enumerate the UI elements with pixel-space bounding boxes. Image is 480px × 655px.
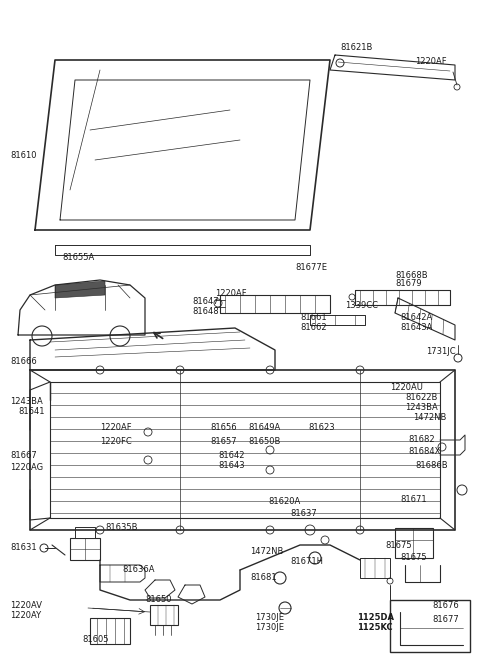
Text: 81677E: 81677E <box>295 263 327 272</box>
Text: 1243BA: 1243BA <box>10 398 43 407</box>
Text: 81643: 81643 <box>218 462 245 470</box>
Text: 81642: 81642 <box>218 451 244 460</box>
Text: 1220AF: 1220AF <box>415 58 446 67</box>
Text: 81620A: 81620A <box>268 498 300 506</box>
Text: 1339CC: 1339CC <box>345 301 378 310</box>
Text: 1472NB: 1472NB <box>413 413 446 422</box>
Text: 81622B: 81622B <box>405 394 437 403</box>
Text: 81649A: 81649A <box>248 424 280 432</box>
Text: 81677: 81677 <box>432 616 459 624</box>
Text: 1220AY: 1220AY <box>10 612 41 620</box>
Text: 1220AF: 1220AF <box>100 424 132 432</box>
Text: 81684X: 81684X <box>408 447 440 457</box>
Text: 81668B: 81668B <box>395 271 428 280</box>
Text: 81648: 81648 <box>192 307 218 316</box>
Text: 81681: 81681 <box>250 574 276 582</box>
Text: 81667: 81667 <box>10 451 37 460</box>
Text: 1125DA: 1125DA <box>357 614 394 622</box>
Text: 81637: 81637 <box>290 510 317 519</box>
Text: 81647: 81647 <box>192 297 218 307</box>
Polygon shape <box>55 281 105 298</box>
Text: 81641: 81641 <box>18 407 45 417</box>
Text: 81671: 81671 <box>400 495 427 504</box>
Text: 1243BA: 1243BA <box>405 403 438 413</box>
Text: 81635B: 81635B <box>105 523 137 533</box>
Text: 81636A: 81636A <box>122 565 155 574</box>
Text: 1220AG: 1220AG <box>10 464 43 472</box>
Text: 1730JE: 1730JE <box>255 624 284 633</box>
Bar <box>90 618 130 644</box>
Text: 81643A: 81643A <box>400 324 432 333</box>
Text: 1472NB: 1472NB <box>250 548 283 557</box>
Text: 81671H: 81671H <box>290 557 323 567</box>
Bar <box>70 538 100 560</box>
Text: 81621B: 81621B <box>340 43 372 52</box>
Text: 81631: 81631 <box>10 544 36 553</box>
Text: 81675: 81675 <box>385 540 412 550</box>
Text: 81662: 81662 <box>300 322 326 331</box>
Text: 81661: 81661 <box>300 312 326 322</box>
Text: 81675: 81675 <box>400 553 427 563</box>
Text: 81676: 81676 <box>432 601 459 610</box>
Bar <box>75 527 95 538</box>
Text: 81650B: 81650B <box>248 438 280 447</box>
Text: 81682: 81682 <box>408 436 434 445</box>
Text: 81610: 81610 <box>10 151 36 160</box>
Text: 81605: 81605 <box>82 635 108 645</box>
Text: 81655A: 81655A <box>62 253 94 263</box>
Text: 1220AF: 1220AF <box>215 288 247 297</box>
Bar <box>150 605 178 625</box>
Text: 81650: 81650 <box>145 595 171 605</box>
Text: 81679: 81679 <box>395 280 421 288</box>
Text: 1220AU: 1220AU <box>390 383 423 392</box>
Text: 1731JC: 1731JC <box>426 348 456 356</box>
Text: 81642A: 81642A <box>400 314 432 322</box>
Text: 1220FC: 1220FC <box>100 438 132 447</box>
Bar <box>360 558 390 578</box>
Text: 81657: 81657 <box>210 438 237 447</box>
Text: 1730JE: 1730JE <box>255 614 284 622</box>
Bar <box>395 528 433 558</box>
Bar <box>390 600 470 652</box>
Text: 81623: 81623 <box>308 424 335 432</box>
Text: 81686B: 81686B <box>415 460 448 470</box>
Text: 1125KC: 1125KC <box>357 624 393 633</box>
Text: 81666: 81666 <box>10 358 37 367</box>
Text: 81656: 81656 <box>210 424 237 432</box>
Text: 1220AV: 1220AV <box>10 601 42 610</box>
